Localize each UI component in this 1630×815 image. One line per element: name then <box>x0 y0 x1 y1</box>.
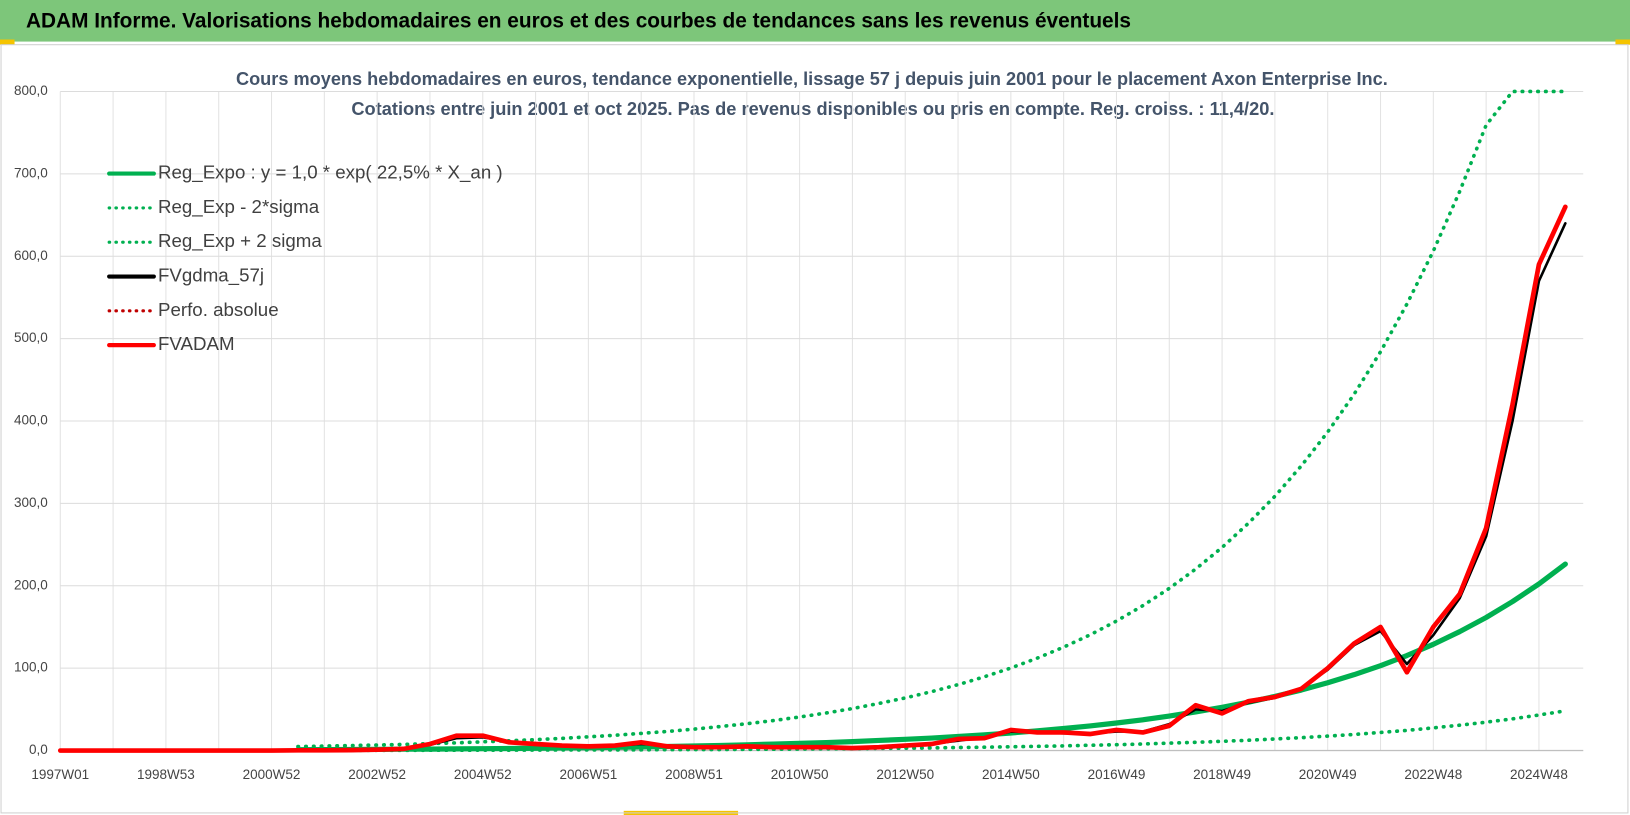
y-tick-label: 100,0 <box>14 660 48 675</box>
x-tick-label: 2014W50 <box>982 767 1040 782</box>
y-tick-label: 700,0 <box>14 165 48 180</box>
x-tick-label: 2008W51 <box>665 767 723 782</box>
legend-label: FVgdma_57j <box>158 264 264 286</box>
legend-label: Reg_Exp + 2 sigma <box>158 230 322 252</box>
legend-label: FVADAM <box>158 333 235 354</box>
y-tick-label: 800,0 <box>14 83 48 98</box>
legend-label: Reg_Expo : y = 1,0 * exp( 22,5% * X_an ) <box>158 162 503 184</box>
x-tick-label: 2004W52 <box>454 767 512 782</box>
chart-subtitle: Cotations entre juin 2001 et oct 2025. P… <box>351 98 1274 119</box>
series-line <box>296 709 1568 753</box>
y-tick-label: 0,0 <box>29 742 48 757</box>
y-tick-label: 600,0 <box>14 248 48 263</box>
x-tick-label: 2018W49 <box>1193 767 1251 782</box>
legend-label: Perfo. absolue <box>158 299 279 320</box>
y-tick-label: 500,0 <box>14 330 48 345</box>
frame <box>0 44 1629 814</box>
x-tick-label: 2022W48 <box>1404 767 1462 782</box>
chart-title: Cours moyens hebdomadaires en euros, ten… <box>236 68 1388 89</box>
plot <box>57 89 1568 753</box>
y-tick-label: 400,0 <box>14 413 48 428</box>
series-line <box>57 204 1568 753</box>
legend-label: Reg_Exp - 2*sigma <box>158 196 320 218</box>
x-tick-label: 2002W52 <box>348 767 406 782</box>
corner-mark <box>1615 39 1630 45</box>
x-tick-label: 2006W51 <box>559 767 617 782</box>
x-tick-label: 2010W50 <box>771 767 829 782</box>
x-tick-label: 1997W01 <box>31 767 89 782</box>
legend: Reg_Expo : y = 1,0 * exp( 22,5% * X_an )… <box>107 162 503 354</box>
x-tick-label: 2000W52 <box>243 767 301 782</box>
y-tick-label: 200,0 <box>14 577 48 592</box>
x-tick-label: 1998W53 <box>137 767 195 782</box>
x-tick-label: 2016W49 <box>1088 767 1146 782</box>
corner-mark <box>0 39 15 45</box>
x-tick-label: 2024W48 <box>1510 767 1568 782</box>
header-bar <box>0 0 1630 42</box>
x-tick-label: 2020W49 <box>1299 767 1357 782</box>
y-tick-label: 300,0 <box>14 495 48 510</box>
x-tick-label: 2012W50 <box>876 767 934 782</box>
page-title: ADAM Informe. Valorisations hebdomadaire… <box>26 9 1131 32</box>
